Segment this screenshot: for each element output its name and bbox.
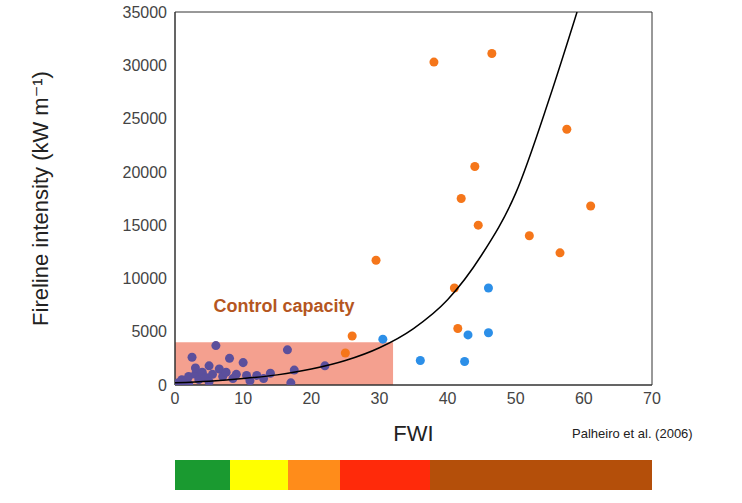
svg-text:0: 0: [171, 390, 180, 407]
svg-text:20: 20: [302, 390, 320, 407]
html-text:Palheiro et al. (2006): Palheiro et al. (2006): [572, 426, 693, 441]
svg-text:Control capacity: Control capacity: [214, 296, 355, 316]
svg-text:40: 40: [439, 390, 457, 407]
svg-text:Fireline intensity (kW m⁻¹): Fireline intensity (kW m⁻¹): [28, 71, 53, 326]
svg-text:60: 60: [575, 390, 593, 407]
svg-text:10000: 10000: [123, 270, 168, 287]
svg-text:35000: 35000: [123, 4, 168, 21]
svg-text:30: 30: [371, 390, 389, 407]
svg-text:70: 70: [643, 390, 661, 407]
svg-text:30000: 30000: [123, 57, 168, 74]
svg-text:FWI: FWI: [393, 421, 433, 445]
svg-text:0: 0: [158, 377, 167, 394]
svg-text:50: 50: [507, 390, 525, 407]
svg-text:20000: 20000: [123, 164, 168, 181]
svg-text:15000: 15000: [123, 217, 168, 234]
svg-text:10: 10: [234, 390, 252, 407]
svg-text:25000: 25000: [123, 110, 168, 127]
svg-text:5000: 5000: [131, 323, 167, 340]
